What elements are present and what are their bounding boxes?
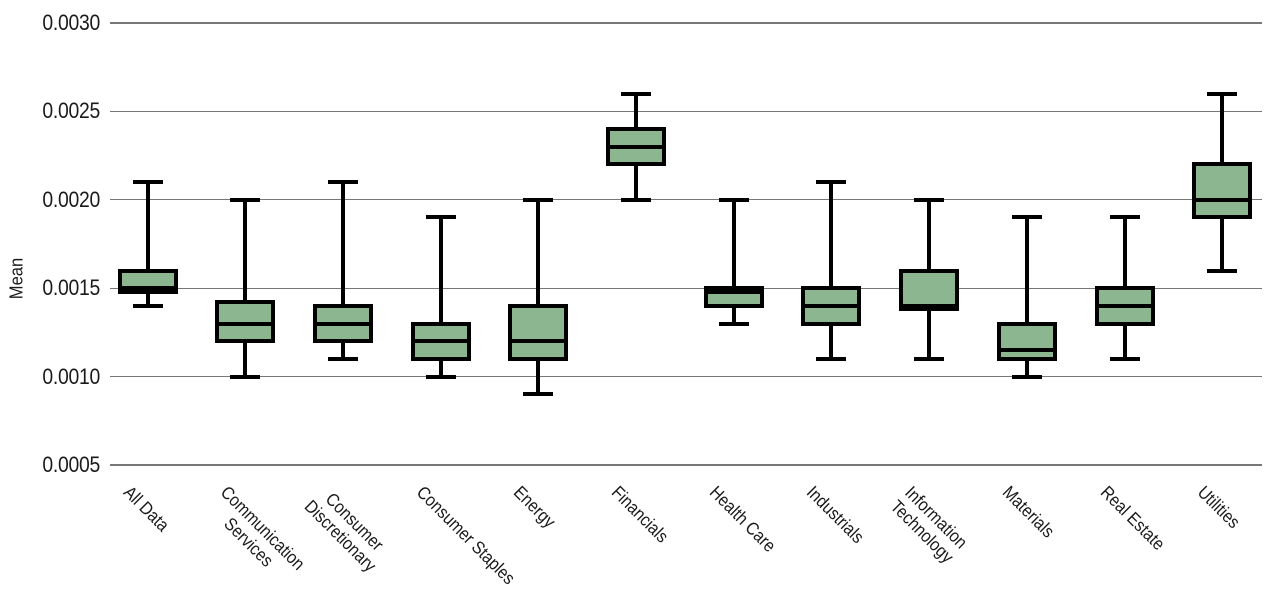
whisker-lower-communication-services (243, 341, 248, 377)
median-line-materials (999, 348, 1054, 353)
x-tick-label-communication-services: Communication Services (217, 482, 310, 574)
x-tick-label-consumer-discretionary: Consumer Discretionary (300, 488, 388, 576)
gridline (110, 110, 1262, 113)
median-line-all-data (120, 286, 175, 291)
median-line-industrials (804, 303, 859, 308)
x-tick-label-all-data: All Data (119, 482, 173, 536)
median-line-energy (511, 339, 566, 344)
box-utilities (1192, 162, 1253, 220)
whisker-cap-bottom-health-care (718, 321, 749, 326)
whisker-cap-bottom-energy (523, 392, 554, 397)
whisker-cap-bottom-consumer-staples (425, 374, 456, 379)
x-tick-label-consumer-staples: Consumer Staples (412, 482, 519, 589)
whisker-upper-consumer-staples (438, 217, 443, 324)
box-materials (996, 321, 1057, 361)
y-tick-label: 0.0020 (42, 186, 100, 212)
gridline (110, 199, 1262, 201)
median-line-real-estate (1097, 303, 1152, 308)
whisker-upper-information-technology (927, 199, 932, 271)
whisker-cap-top-communication-services (230, 197, 261, 202)
whisker-lower-energy (536, 358, 541, 395)
box-energy (508, 303, 569, 361)
whisker-upper-all-data (145, 182, 150, 271)
median-line-consumer-discretionary (315, 321, 370, 326)
whisker-lower-all-data (145, 291, 150, 306)
x-tick-label-utilities: Utilities (1194, 482, 1245, 533)
median-line-consumer-staples (413, 339, 468, 344)
median-line-information-technology (902, 303, 957, 308)
whisker-lower-health-care (731, 305, 736, 324)
whisker-cap-top-consumer-discretionary (327, 180, 358, 185)
x-tick-label-real-estate: Real Estate (1096, 482, 1169, 555)
whisker-cap-top-energy (523, 197, 554, 202)
y-tick-label: 0.0010 (42, 363, 100, 389)
whisker-lower-industrials (829, 323, 834, 359)
y-tick-label: 0.0030 (42, 10, 100, 35)
whisker-upper-utilities (1220, 93, 1225, 165)
whisker-cap-top-industrials (816, 180, 847, 185)
median-line-health-care (706, 289, 761, 294)
whisker-upper-materials (1024, 217, 1029, 324)
whisker-cap-bottom-materials (1011, 374, 1042, 379)
x-tick-label-materials: Materials (998, 482, 1059, 542)
x-tick-label-health-care: Health Care (705, 482, 780, 556)
gridline (110, 375, 1262, 378)
whisker-lower-information-technology (927, 309, 932, 359)
whisker-cap-top-real-estate (1109, 215, 1140, 220)
median-line-utilities (1195, 197, 1250, 202)
x-tick-label-information-technology: Information Technology (886, 482, 972, 567)
whisker-cap-top-health-care (718, 197, 749, 202)
whisker-cap-bottom-real-estate (1109, 356, 1140, 361)
x-tick-label-financials: Financials (607, 482, 673, 547)
whisker-lower-utilities (1220, 217, 1225, 271)
whisker-cap-top-utilities (1207, 91, 1238, 96)
x-tick-label-energy: Energy (510, 482, 560, 532)
whisker-lower-financials (634, 164, 638, 200)
y-tick-label: 0.0005 (42, 452, 100, 477)
whisker-cap-bottom-all-data (132, 303, 163, 308)
whisker-cap-bottom-industrials (816, 356, 847, 361)
whisker-lower-consumer-discretionary (340, 341, 345, 359)
whisker-upper-financials (634, 93, 638, 130)
whisker-lower-consumer-staples (438, 358, 443, 377)
whisker-cap-bottom-financials (621, 197, 651, 202)
whisker-cap-top-consumer-staples (425, 215, 456, 220)
whisker-cap-bottom-consumer-discretionary (327, 356, 358, 361)
gridline (110, 287, 1262, 289)
y-tick-label: 0.0025 (42, 98, 100, 124)
whisker-cap-top-all-data (132, 180, 163, 185)
gridline (110, 464, 1262, 466)
whisker-upper-industrials (829, 182, 834, 289)
whisker-cap-bottom-information-technology (914, 356, 945, 361)
whisker-upper-communication-services (243, 199, 248, 303)
whisker-cap-bottom-utilities (1207, 268, 1238, 273)
gridline (110, 22, 1262, 24)
whisker-cap-top-financials (621, 91, 651, 96)
whisker-cap-top-information-technology (914, 197, 945, 202)
whisker-lower-real-estate (1122, 323, 1127, 359)
whisker-cap-top-materials (1011, 215, 1042, 220)
median-line-financials (609, 144, 663, 149)
y-tick-label: 0.0015 (42, 275, 100, 301)
whisker-upper-energy (536, 199, 541, 306)
whisker-lower-materials (1024, 358, 1029, 377)
whisker-upper-health-care (731, 199, 736, 289)
whisker-upper-consumer-discretionary (340, 182, 345, 306)
whisker-cap-bottom-communication-services (230, 374, 261, 379)
whisker-upper-real-estate (1122, 217, 1127, 289)
x-tick-label-industrials: Industrials (803, 482, 869, 548)
median-line-communication-services (218, 321, 273, 326)
